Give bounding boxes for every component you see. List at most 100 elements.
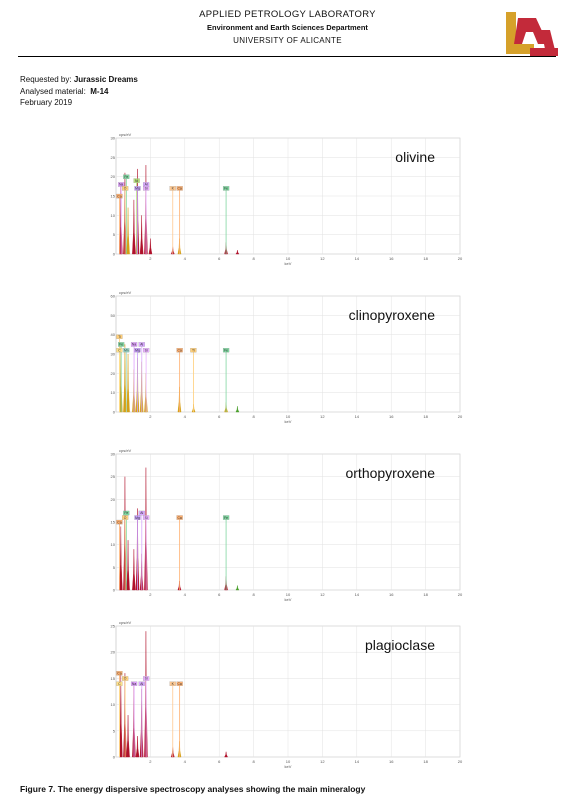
y-tick-label: 10	[111, 390, 116, 395]
x-tick-label: 8	[252, 759, 255, 764]
element-label-box	[169, 681, 176, 686]
spectrum-title: orthopyroxene	[345, 465, 435, 481]
y-tick-label: 5	[113, 565, 116, 570]
element-label: Mg	[135, 516, 140, 520]
header-rule	[18, 56, 556, 57]
element-label: K	[172, 187, 175, 191]
x-tick-label: 16	[389, 759, 394, 764]
element-label-box	[142, 676, 150, 681]
x-tick-label: 18	[423, 414, 428, 419]
y-tick-label: 50	[111, 313, 116, 318]
y-tick-label: 60	[111, 294, 116, 299]
element-label: Fe	[224, 516, 228, 520]
y-axis-label: cps/eV	[119, 620, 132, 625]
lab-logo	[506, 12, 558, 56]
report-meta: Requested by: Jurassic Dreams Analysed m…	[20, 74, 138, 109]
y-tick-label: 20	[111, 174, 116, 179]
x-tick-label: 20	[458, 759, 463, 764]
element-label-box	[116, 519, 123, 525]
x-tick-label: 12	[320, 592, 325, 597]
element-label: Ca	[177, 516, 181, 520]
x-axis-label: keV	[285, 597, 292, 602]
element-label-box	[134, 515, 141, 520]
element-label: Ca	[117, 671, 121, 675]
x-tick-label: 2	[149, 759, 152, 764]
spectrum-peak	[119, 526, 123, 591]
element-label: Mn	[124, 348, 129, 352]
x-tick-label: 14	[355, 592, 360, 597]
x-tick-label: 4	[184, 256, 187, 261]
y-tick-label: 30	[111, 352, 116, 357]
y-tick-label: 10	[111, 702, 116, 707]
lab-name: APPLIED PETROLOGY LABORATORY	[199, 9, 376, 20]
spectrum-peak	[235, 585, 240, 591]
spectrum-orthopyroxene: 0 5 10 15 20 25 30 2 4 6 8 10 12 14 16 18 20 cps/eV keV Fe A…	[111, 448, 463, 602]
spectrum-peak	[126, 353, 130, 413]
university-name: UNIVERSITY OF ALICANTE	[233, 36, 342, 45]
element-label-box	[133, 178, 140, 183]
y-tick-label: 40	[111, 332, 116, 337]
element-label-box	[116, 671, 123, 676]
element-label-box	[222, 348, 230, 353]
x-tick-label: 6	[218, 414, 221, 419]
element-label-box	[123, 510, 130, 516]
element-label-box	[222, 186, 230, 191]
x-tick-label: 20	[458, 414, 463, 419]
element-label-box	[130, 342, 138, 347]
x-tick-label: 2	[149, 414, 152, 419]
element-label-box	[176, 348, 183, 353]
element-label: Al	[140, 682, 143, 686]
x-tick-label: 12	[320, 759, 325, 764]
element-label: O	[124, 677, 127, 681]
x-tick-label: 20	[458, 256, 463, 261]
x-tick-label: 16	[389, 414, 394, 419]
spectrum-peak	[235, 406, 240, 413]
element-label: Mg	[135, 348, 140, 352]
element-label-box	[123, 174, 130, 179]
y-tick-label: 25	[111, 624, 116, 629]
x-tick-label: 14	[355, 414, 360, 419]
element-label: Si	[145, 516, 148, 520]
y-tick-label: 25	[111, 474, 116, 479]
element-label-box	[176, 515, 183, 520]
spectrum-title: olivine	[395, 149, 435, 165]
element-label: C	[118, 348, 121, 352]
x-tick-label: 2	[149, 256, 152, 261]
spectrum-peak	[235, 250, 240, 255]
x-tick-label: 4	[184, 759, 187, 764]
element-label: O	[124, 516, 127, 520]
element-label: Na	[132, 682, 136, 686]
requested-by-value: Jurassic Dreams	[73, 75, 138, 84]
y-tick-label: 10	[111, 542, 116, 547]
report-header: APPLIED PETROLOGY LABORATORY Environment…	[0, 8, 575, 47]
x-tick-label: 8	[252, 256, 255, 261]
element-label-box	[190, 348, 197, 353]
x-axis-label: keV	[285, 764, 292, 769]
x-tick-label: 6	[218, 759, 221, 764]
y-tick-label: 10	[111, 213, 116, 218]
x-tick-label: 14	[355, 256, 360, 261]
y-axis-label: cps/eV	[119, 290, 132, 295]
x-tick-label: 12	[320, 414, 325, 419]
element-label-box	[122, 186, 129, 191]
x-axis-label: keV	[285, 419, 292, 424]
element-label: K	[172, 682, 175, 686]
x-tick-label: 16	[389, 592, 394, 597]
department-name: Environment and Earth Sciences Departmen…	[207, 23, 368, 32]
element-label-box	[142, 348, 150, 353]
x-axis-label: keV	[285, 261, 292, 266]
spectrum-peak	[126, 207, 130, 255]
x-tick-label: 6	[218, 592, 221, 597]
element-label: Al	[140, 511, 143, 515]
element-label: O	[124, 187, 127, 191]
element-label: Si	[145, 348, 148, 352]
element-label: Fe	[224, 187, 228, 191]
spectrum-peak	[135, 736, 140, 758]
y-tick-label: 30	[111, 136, 116, 141]
element-label-box	[138, 681, 145, 686]
x-tick-label: 16	[389, 256, 394, 261]
y-tick-label: 5	[113, 728, 116, 733]
x-tick-label: 18	[423, 592, 428, 597]
y-tick-label: 5	[113, 232, 116, 237]
report-date: February 2019	[20, 98, 73, 107]
